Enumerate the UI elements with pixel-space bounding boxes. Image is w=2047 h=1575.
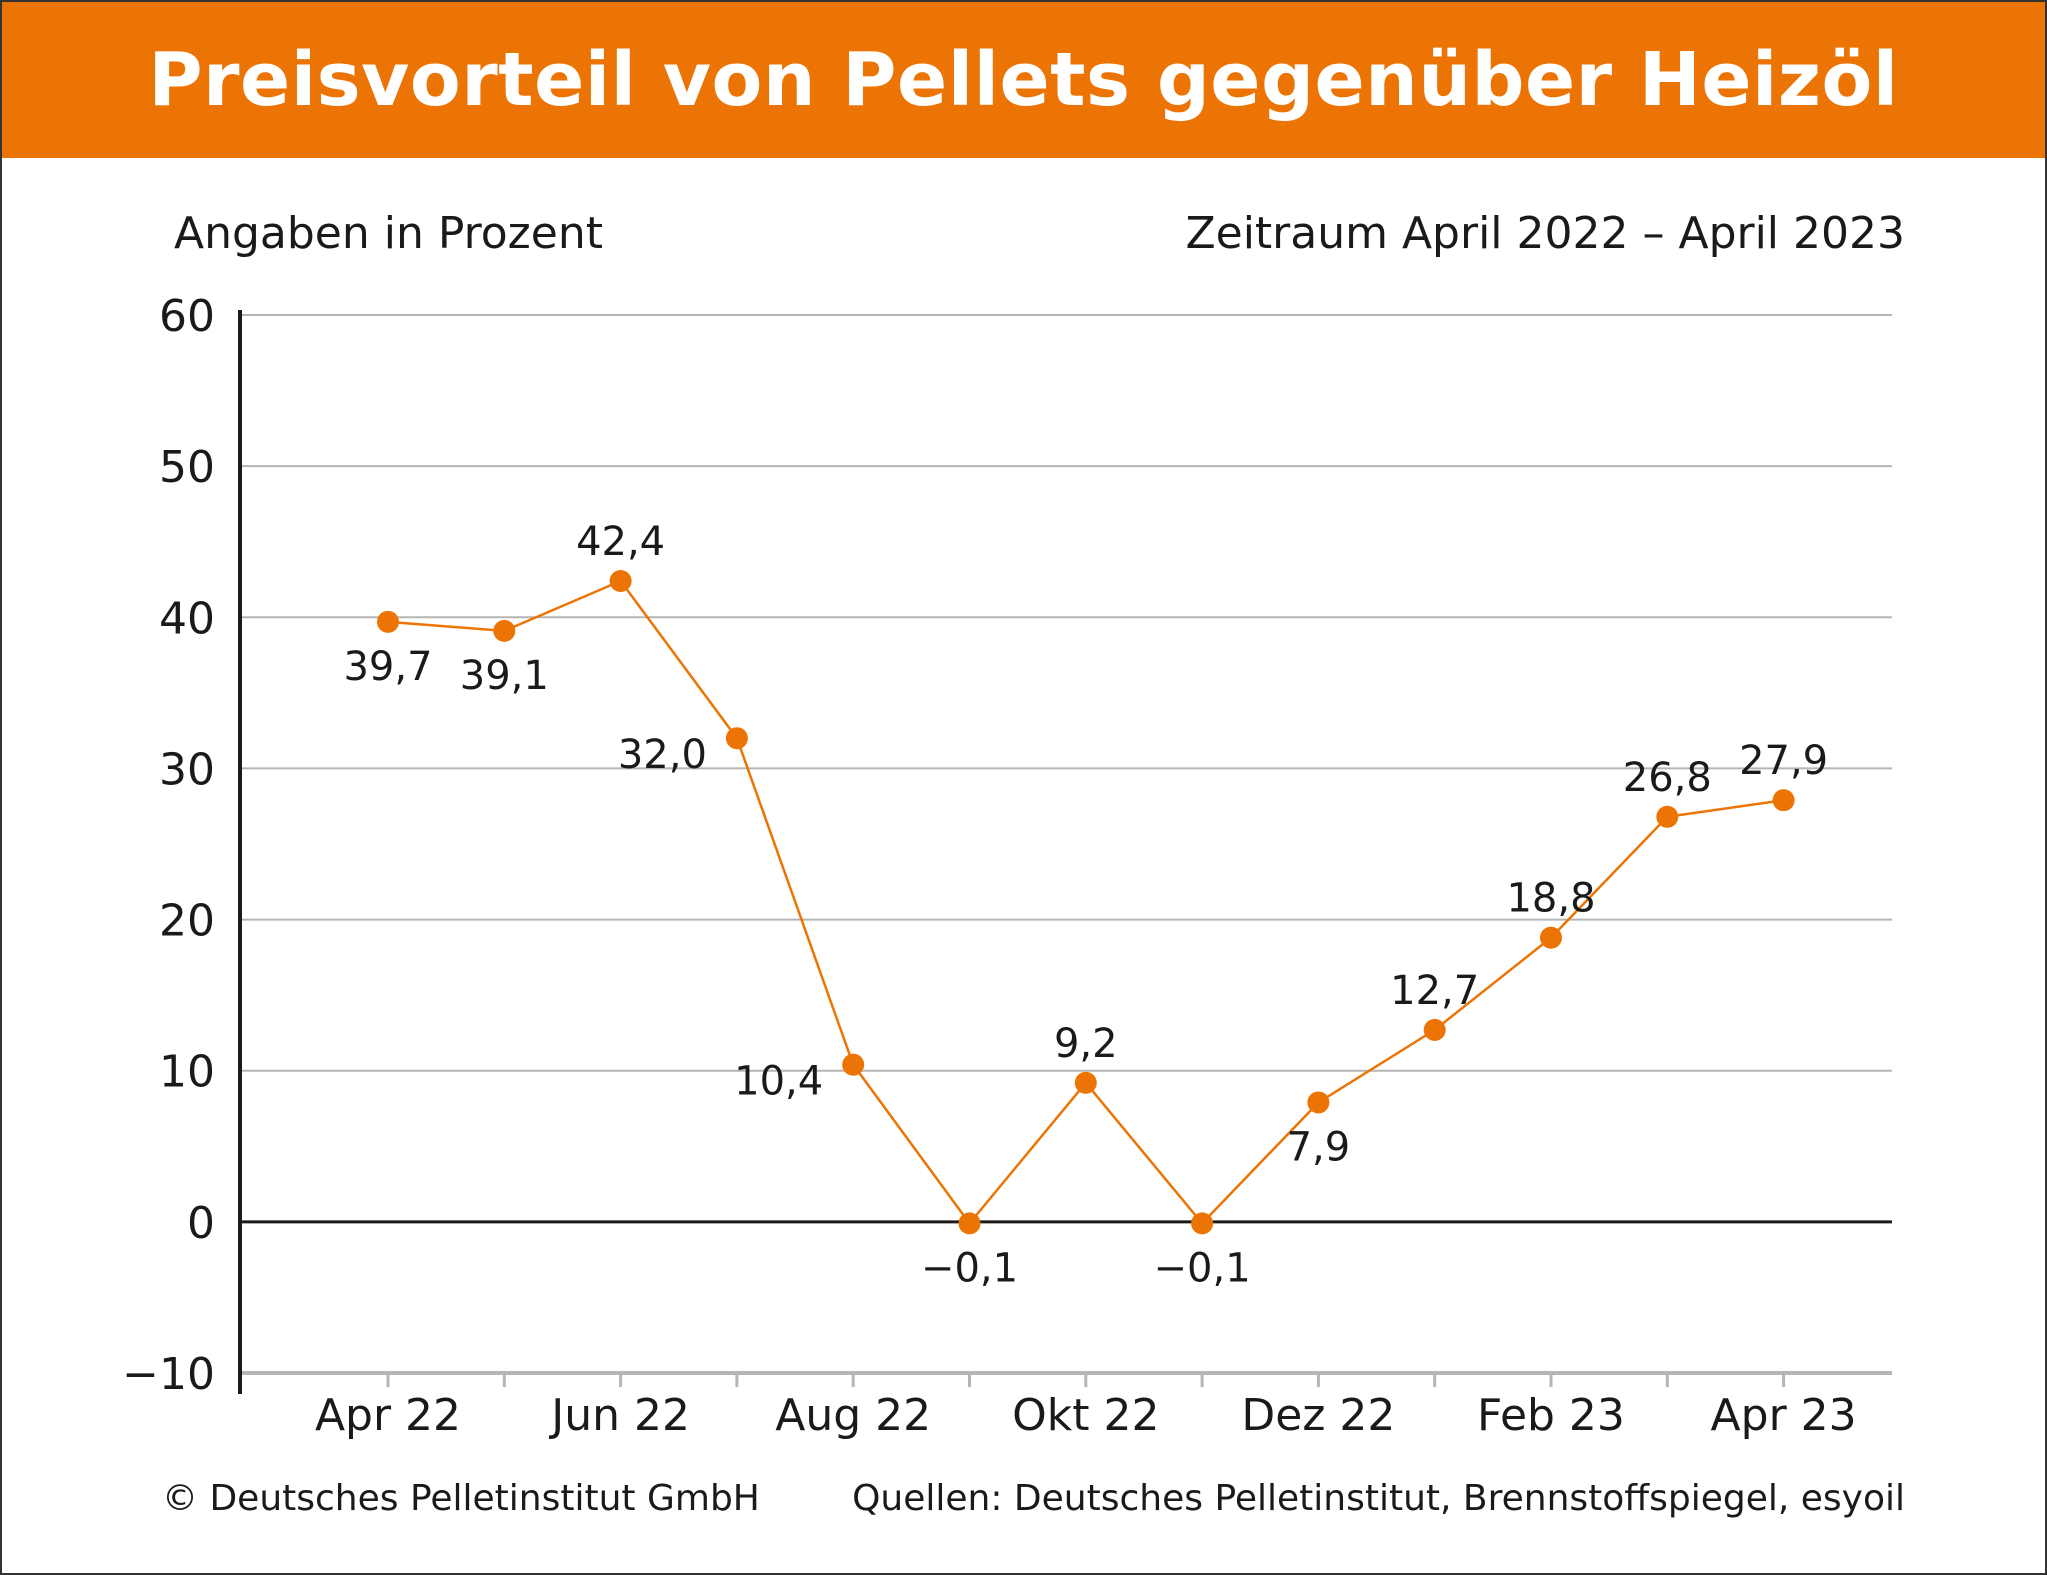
data-label: 32,0	[618, 732, 707, 778]
y-tick-label: 10	[159, 1047, 215, 1098]
data-point	[1191, 1212, 1214, 1235]
x-tick-label: Apr 22	[315, 1390, 461, 1441]
x-tick-label: Jun 22	[548, 1390, 690, 1441]
x-axis-ticks: Apr 22 Jun 22 Aug 22 Okt 22 Dez 22 Feb 23 Apr …	[315, 1373, 1857, 1441]
data-label: −0,1	[921, 1245, 1018, 1291]
x-tick-label: Dez 22	[1241, 1390, 1395, 1441]
data-point	[725, 727, 748, 750]
data-label: 18,8	[1506, 876, 1595, 922]
y-tick-label: 40	[159, 593, 215, 644]
data-label: 12,7	[1390, 968, 1479, 1014]
data-point	[958, 1212, 981, 1235]
y-tick-label: 30	[159, 744, 215, 795]
unit-label: Angaben in Prozent	[174, 208, 603, 259]
data-label: 42,4	[576, 519, 665, 565]
data-point	[1423, 1018, 1446, 1041]
y-axis-ticks: −10 0 10 20 30 40 50 60	[122, 291, 215, 1400]
data-label: 39,7	[343, 644, 432, 690]
data-label: −0,1	[1154, 1245, 1251, 1291]
y-tick-label: 20	[159, 896, 215, 947]
x-tick-label: Feb 23	[1477, 1390, 1625, 1441]
data-point	[609, 570, 632, 593]
x-tick-label: Aug 22	[775, 1390, 931, 1441]
data-point	[1772, 789, 1795, 812]
title-bar: Preisvorteil von Pellets gegenüber Heizö…	[2, 2, 2045, 158]
data-point	[1656, 805, 1679, 828]
y-tick-label: 0	[187, 1198, 215, 1249]
chart-title: Preisvorteil von Pellets gegenüber Heizö…	[148, 37, 1899, 123]
data-label: 9,2	[1054, 1021, 1118, 1067]
data-point	[493, 619, 516, 642]
data-point	[842, 1053, 865, 1076]
gridlines	[240, 314, 1892, 1072]
data-label: 10,4	[734, 1059, 823, 1105]
data-labels: 39,7 39,1 42,4 32,0 10,4 −0,1 9,2 −0,1 7,9 12,7 18…	[343, 519, 1828, 1291]
data-label: 7,9	[1287, 1124, 1351, 1170]
sources-text: Quellen: Deutsches Pelletinstitut, Brenn…	[852, 1478, 1905, 1519]
y-tick-label: −10	[122, 1349, 215, 1400]
data-point	[1307, 1091, 1330, 1114]
data-label: 27,9	[1739, 738, 1828, 784]
series-layer	[377, 570, 1795, 1235]
axes	[238, 310, 1892, 1394]
data-point	[1074, 1071, 1097, 1094]
x-tick-label: Apr 23	[1711, 1390, 1857, 1441]
data-point	[377, 610, 399, 633]
period-label: Zeitraum April 2022 – April 2023	[1185, 208, 1905, 259]
x-tick-label: Okt 22	[1012, 1390, 1159, 1441]
y-tick-label: 50	[159, 442, 215, 493]
y-tick-label: 60	[159, 291, 215, 342]
data-point	[1540, 926, 1562, 949]
copyright-text: © Deutsches Pelletinstitut GmbH	[162, 1478, 760, 1519]
data-label: 39,1	[460, 653, 549, 699]
data-label: 26,8	[1623, 755, 1712, 801]
